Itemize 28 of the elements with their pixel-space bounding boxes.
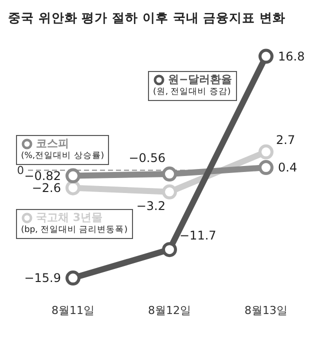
data-label: −15.9 [24, 271, 61, 286]
annotation: (%,전일대비 상승률) [21, 150, 104, 162]
point [162, 166, 177, 182]
data-label: −2.6 [32, 180, 61, 195]
data-label: −3.2 [136, 198, 166, 213]
data-label: −11.7 [180, 228, 216, 243]
x-tick-label: 8월12일 [148, 304, 191, 317]
point [162, 242, 177, 258]
data-label: −0.82 [24, 168, 61, 183]
point [258, 48, 274, 64]
point [66, 270, 80, 286]
legend-label: 코스피 [36, 137, 69, 150]
annotation: (원, 전일대비 증감) [153, 86, 232, 98]
chart-title: 중국 위안화 평가 절하 이후 국내 금융지표 변화 [8, 9, 286, 27]
data-label: −0.56 [128, 151, 166, 166]
x-tick-label: 8월13일 [244, 304, 288, 317]
point [258, 144, 274, 160]
point [66, 168, 80, 184]
point [258, 160, 274, 176]
data-label: 2.7 [276, 132, 296, 147]
point [66, 180, 80, 196]
data-label: 16.8 [278, 49, 305, 64]
data-label: 0.4 [278, 160, 298, 175]
point [162, 184, 177, 200]
x-tick-label: 8월11일 [52, 304, 94, 317]
ref-line-label: 0 [17, 164, 24, 178]
annotation: (bp, 전일대비 금리변동폭) [21, 224, 128, 236]
legend-label: 원−달러환율 [168, 73, 232, 86]
